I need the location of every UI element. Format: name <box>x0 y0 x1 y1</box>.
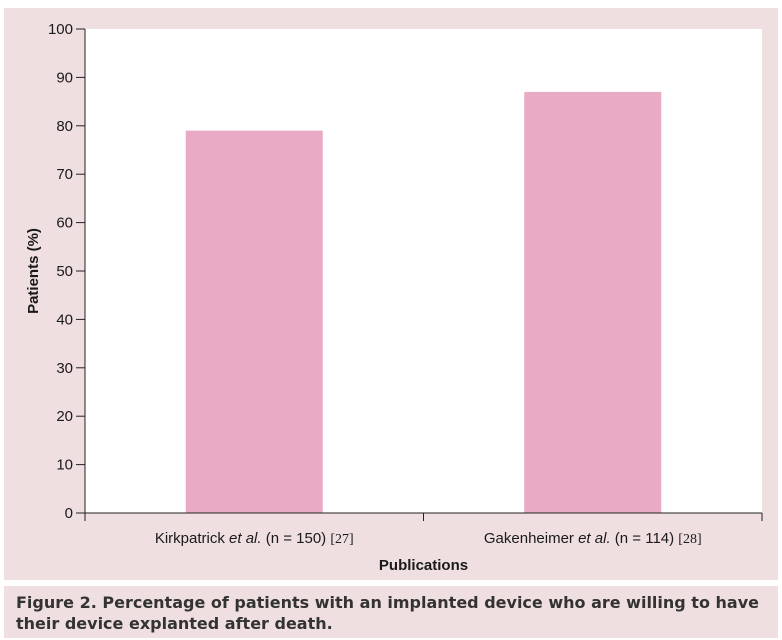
x-tick-label-ref: [28] <box>678 532 701 547</box>
bar-1 <box>185 130 323 513</box>
y-tick-label: 70 <box>56 166 73 183</box>
caption-box: Figure 2. Percentage of patients with an… <box>4 586 778 638</box>
y-tick-label: 20 <box>56 408 73 425</box>
x-tick-label-ref: [27] <box>330 532 353 547</box>
caption-text: Percentage of patients with an implanted… <box>16 593 759 633</box>
x-tick-label-emph: et al. <box>229 530 266 547</box>
x-tick-label: Gakenheimer et al. (n = 114) [28] <box>484 530 702 547</box>
y-tick-label: 40 <box>56 311 73 328</box>
caption-label: Figure 2. <box>16 593 97 612</box>
bar-2 <box>524 91 662 514</box>
bar-chart: 0 10 20 30 40 50 60 70 80 90 100 Kirkpatrick et al.… <box>25 21 763 574</box>
figure-caption: Figure 2. Percentage of patients with an… <box>16 592 768 634</box>
y-tick-label: 0 <box>65 505 73 522</box>
x-tick-label-name: Gakenheimer <box>484 530 578 547</box>
y-tick-label: 100 <box>48 21 73 38</box>
y-tick-label: 80 <box>56 118 73 135</box>
y-tick-label: 90 <box>56 69 73 86</box>
x-tick-label: Kirkpatrick et al. (n = 150) [27] <box>155 530 354 547</box>
x-tick-label-detail: (n = 114) <box>615 530 679 547</box>
x-axis-title: Publications <box>379 557 468 574</box>
y-tick-label: 30 <box>56 360 73 377</box>
x-tick-label-name: Kirkpatrick <box>155 530 229 547</box>
y-tick-label: 60 <box>56 215 73 232</box>
x-tick-label-detail: (n = 150) <box>266 530 331 547</box>
y-tick-label: 50 <box>56 263 73 280</box>
y-axis-title: Patients (%) <box>25 228 42 314</box>
y-tick-label: 10 <box>56 457 73 474</box>
x-tick-label-emph: et al. <box>578 530 615 547</box>
